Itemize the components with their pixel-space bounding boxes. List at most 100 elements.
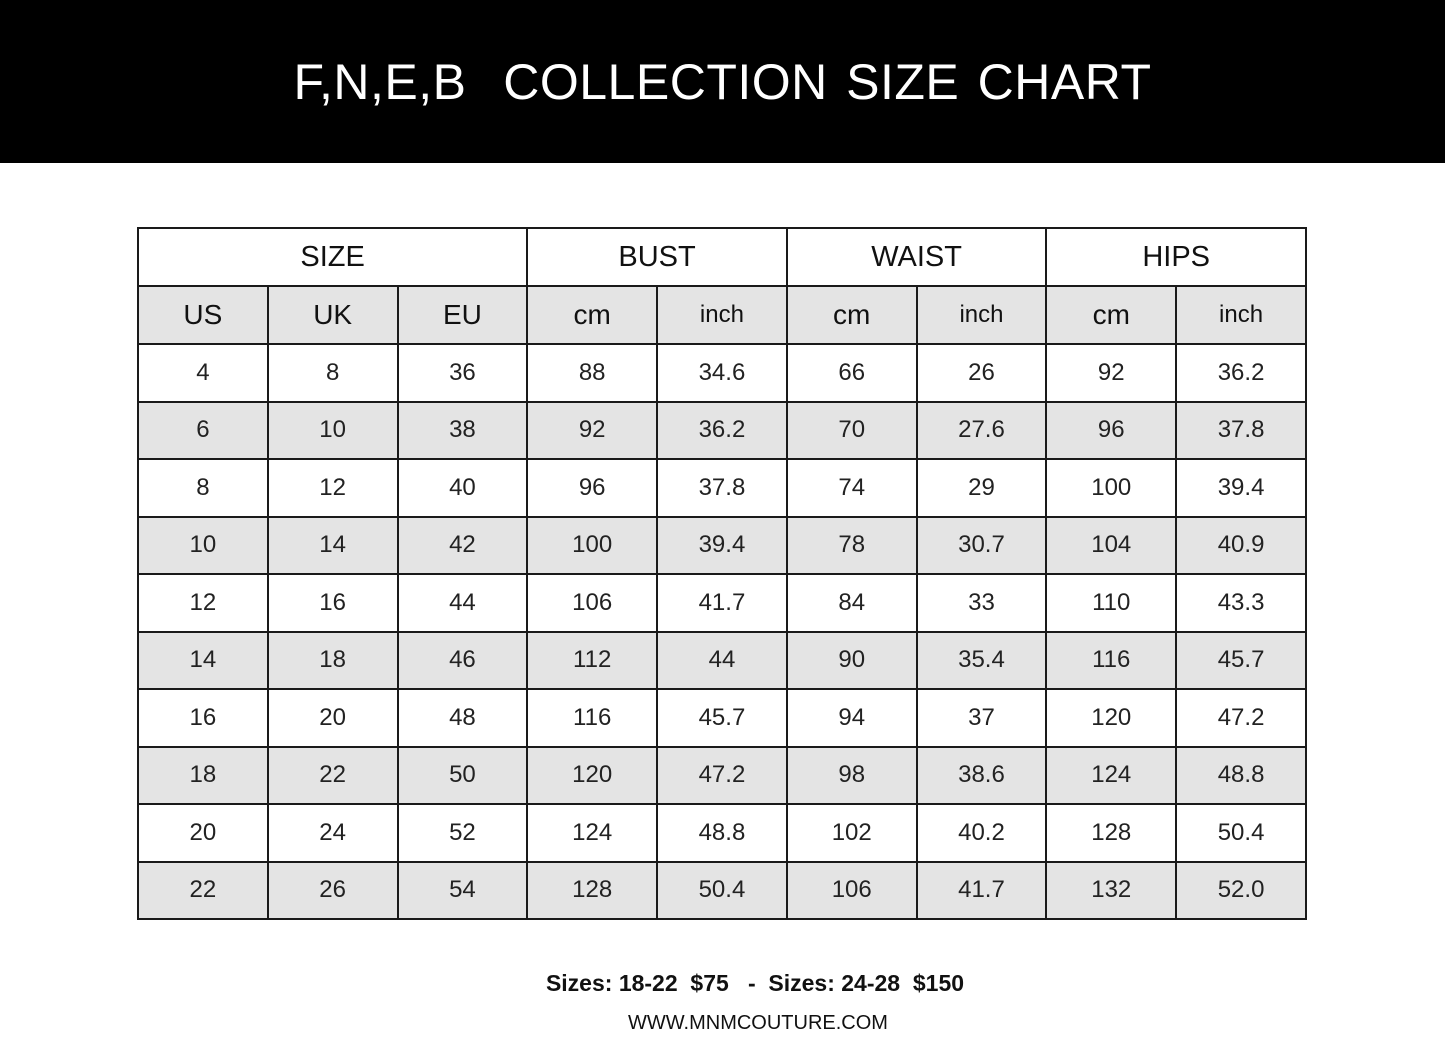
table-row: 8 12 40 96 37.8 74 29 100 39.4	[137, 458, 1307, 518]
table-cell: 41.7	[915, 860, 1048, 920]
table-cell: 120	[526, 745, 659, 805]
table-row: 4 8 36 88 34.6 66 26 92 36.2	[137, 343, 1307, 403]
table-cell: 12	[137, 573, 269, 633]
table-cell: 116	[526, 688, 659, 748]
table-row: 16 20 48 116 45.7 94 37 120 47.2	[137, 688, 1307, 748]
table-cell: 40.2	[915, 803, 1048, 863]
table-cell: 50.4	[656, 860, 788, 920]
table-cell: 74	[785, 458, 918, 518]
table-cell: 4	[137, 343, 269, 403]
table-cell: 52	[396, 803, 529, 863]
table-cell: 124	[1045, 745, 1178, 805]
table-cell: 16	[137, 688, 269, 748]
table-cell: 10	[266, 400, 399, 460]
table-cell: 104	[1045, 515, 1178, 575]
table-cell: 18	[266, 630, 399, 690]
table-cell: 38.6	[915, 745, 1048, 805]
table-cell: 44	[396, 573, 529, 633]
table-cell: 100	[1045, 458, 1178, 518]
table-cell: 26	[266, 860, 399, 920]
table-cell: 88	[526, 343, 659, 403]
sub-header-inch: inch	[1175, 285, 1307, 345]
sub-header-inch: inch	[656, 285, 788, 345]
table-cell: 35.4	[915, 630, 1048, 690]
table-cell: 33	[915, 573, 1048, 633]
table-cell: 110	[1045, 573, 1178, 633]
table-cell: 40.9	[1175, 515, 1307, 575]
table-cell: 45.7	[1175, 630, 1307, 690]
table-cell: 40	[396, 458, 529, 518]
sub-header-row: US UK EU cm inch cm inch cm inch	[137, 285, 1307, 345]
table-cell: 52.0	[1175, 860, 1307, 920]
group-header-bust: BUST	[526, 227, 788, 287]
table-cell: 120	[1045, 688, 1178, 748]
table-cell: 124	[526, 803, 659, 863]
table-row: 22 26 54 128 50.4 106 41.7 132 52.0	[137, 860, 1307, 920]
table-cell: 50	[396, 745, 529, 805]
sub-header-eu: EU	[396, 285, 529, 345]
table-cell: 106	[785, 860, 918, 920]
table-cell: 45.7	[656, 688, 788, 748]
table-cell: 48.8	[1175, 745, 1307, 805]
website-text: WWW.MNMCOUTURE.COM	[628, 1012, 888, 1034]
table-cell: 106	[526, 573, 659, 633]
table-cell: 78	[785, 515, 918, 575]
table-cell: 14	[137, 630, 269, 690]
table-row: 14 18 46 112 44 90 35.4 116 45.7	[137, 630, 1307, 690]
table-cell: 102	[785, 803, 918, 863]
table-cell: 46	[396, 630, 529, 690]
table-cell: 10	[137, 515, 269, 575]
table-cell: 24	[266, 803, 399, 863]
table-row: 18 22 50 120 47.2 98 38.6 124 48.8	[137, 745, 1307, 805]
group-header-waist: WAIST	[785, 227, 1048, 287]
sub-header-cm: cm	[785, 285, 918, 345]
table-cell: 128	[526, 860, 659, 920]
table-cell: 47.2	[656, 745, 788, 805]
group-header-hips: HIPS	[1045, 227, 1307, 287]
table-cell: 112	[526, 630, 659, 690]
table-cell: 8	[266, 343, 399, 403]
table-cell: 8	[137, 458, 269, 518]
sub-header-us: US	[137, 285, 269, 345]
table-cell: 26	[915, 343, 1048, 403]
table-cell: 37.8	[656, 458, 788, 518]
table-cell: 94	[785, 688, 918, 748]
table-cell: 116	[1045, 630, 1178, 690]
size-chart-table: SIZE BUST WAIST HIPS US UK EU cm inch cm inch c…	[136, 227, 1307, 920]
table-cell: 37.8	[1175, 400, 1307, 460]
table-cell: 36.2	[656, 400, 788, 460]
table-cell: 36	[396, 343, 529, 403]
table-cell: 39.4	[1175, 458, 1307, 518]
table-cell: 20	[137, 803, 269, 863]
group-header-size: SIZE	[136, 227, 529, 287]
title-banner: F,N,E,B COLLECTION SIZE CHART	[0, 0, 1445, 163]
table-row: 20 24 52 124 48.8 102 40.2 128 50.4	[137, 803, 1307, 863]
table-cell: 38	[396, 400, 529, 460]
table-body: 4 8 36 88 34.6 66 26 92 36.2 6 10 38 92 36.2 70 27.6 96 3…	[137, 343, 1307, 920]
sub-header-cm: cm	[526, 285, 659, 345]
table-cell: 22	[266, 745, 399, 805]
table-cell: 96	[1045, 400, 1178, 460]
table-cell: 37	[915, 688, 1048, 748]
table-cell: 47.2	[1175, 688, 1307, 748]
table-cell: 29	[915, 458, 1048, 518]
table-cell: 90	[785, 630, 918, 690]
sub-header-inch: inch	[915, 285, 1048, 345]
price-note: Sizes: 18-22 $75 - Sizes: 24-28 $150	[545, 970, 965, 996]
group-header-row: SIZE BUST WAIST HIPS	[136, 227, 1307, 287]
table-cell: 34.6	[656, 343, 788, 403]
table-cell: 6	[137, 400, 269, 460]
table-cell: 92	[1045, 343, 1178, 403]
table-cell: 84	[785, 573, 918, 633]
table-cell: 48	[396, 688, 529, 748]
table-cell: 44	[656, 630, 788, 690]
table-row: 6 10 38 92 36.2 70 27.6 96 37.8	[137, 400, 1307, 460]
table-cell: 41.7	[656, 573, 788, 633]
table-cell: 54	[396, 860, 529, 920]
table-cell: 30.7	[915, 515, 1048, 575]
page-title: F,N,E,B COLLECTION SIZE CHART	[293, 53, 1152, 110]
table-cell: 132	[1045, 860, 1178, 920]
table-cell: 36.2	[1175, 343, 1307, 403]
table-cell: 14	[266, 515, 399, 575]
table-cell: 66	[785, 343, 918, 403]
